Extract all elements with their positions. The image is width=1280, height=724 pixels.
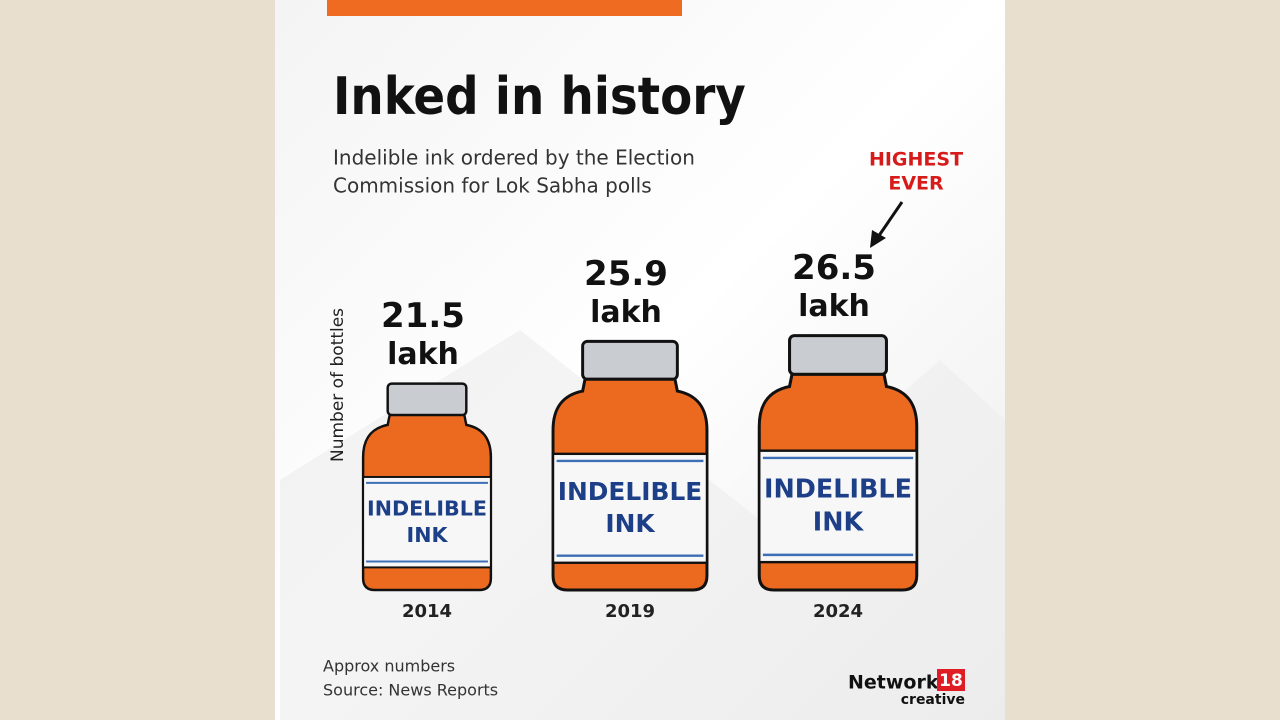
bottle-label xyxy=(551,452,709,564)
subtitle: Indelible ink ordered by the Election xyxy=(333,146,695,170)
accent-bar xyxy=(327,0,682,16)
value-unit: lakh xyxy=(590,295,662,330)
x-tick-label: 2024 xyxy=(813,601,863,622)
y-axis-label: Number of bottles xyxy=(328,308,348,462)
bottle-text: INDELIBLE xyxy=(558,477,703,506)
logo-number: 18 xyxy=(939,671,963,691)
annotation-arrow xyxy=(874,201,904,241)
logo-name: Network xyxy=(848,672,939,694)
value-label: 26.5 xyxy=(792,248,876,288)
subtitle: Commission for Lok Sabha polls xyxy=(333,174,652,198)
annotation: HIGHEST xyxy=(869,149,963,171)
chart-title: Inked in history xyxy=(333,67,746,127)
bottle-text: INK xyxy=(407,523,449,547)
bottle-label xyxy=(362,475,492,569)
bottle: INDELIBLE INK xyxy=(361,382,493,592)
bottle: INDELIBLE INK xyxy=(551,339,709,592)
source: Source: News Reports xyxy=(323,681,498,700)
logo-box xyxy=(937,669,965,691)
bottle-cap xyxy=(386,382,468,417)
bottle-text: INDELIBLE xyxy=(367,496,487,520)
bottle-cap xyxy=(581,339,679,381)
value-unit: lakh xyxy=(798,289,870,324)
bottle-text: INK xyxy=(605,509,656,538)
value-unit: lakh xyxy=(387,337,459,372)
note: Approx numbers xyxy=(323,657,455,676)
bottle-text: INDELIBLE xyxy=(764,474,912,504)
logo-tagline: creative xyxy=(901,692,965,708)
x-tick-label: 2019 xyxy=(605,601,655,622)
value-label: 21.5 xyxy=(381,296,465,336)
value-label: 25.9 xyxy=(584,254,668,294)
bottle-label xyxy=(758,449,918,564)
arrow-head xyxy=(870,230,886,248)
bottle-text: INK xyxy=(813,506,865,536)
annotation: EVER xyxy=(888,173,944,195)
x-tick-label: 2014 xyxy=(402,601,452,622)
bottle-cap xyxy=(788,334,888,376)
